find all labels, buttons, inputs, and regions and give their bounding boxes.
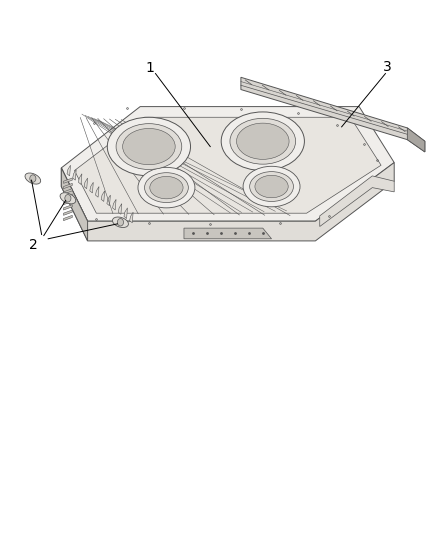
Ellipse shape xyxy=(150,176,183,199)
Polygon shape xyxy=(25,173,41,184)
Polygon shape xyxy=(61,107,394,221)
Polygon shape xyxy=(118,204,122,214)
Polygon shape xyxy=(64,189,72,194)
Polygon shape xyxy=(64,194,72,199)
Ellipse shape xyxy=(237,123,289,159)
Polygon shape xyxy=(74,117,381,213)
Ellipse shape xyxy=(243,166,300,207)
Text: 1: 1 xyxy=(146,61,155,75)
Ellipse shape xyxy=(107,117,191,176)
Ellipse shape xyxy=(123,128,175,165)
Polygon shape xyxy=(61,168,88,241)
Polygon shape xyxy=(73,169,76,180)
Polygon shape xyxy=(61,163,394,241)
Polygon shape xyxy=(64,210,72,215)
Ellipse shape xyxy=(250,172,293,201)
Polygon shape xyxy=(84,178,88,189)
Polygon shape xyxy=(64,215,72,221)
Polygon shape xyxy=(101,191,105,201)
Circle shape xyxy=(117,219,124,226)
Ellipse shape xyxy=(145,173,188,203)
Polygon shape xyxy=(64,199,72,205)
Polygon shape xyxy=(113,217,128,228)
Ellipse shape xyxy=(138,167,195,208)
Polygon shape xyxy=(320,176,394,227)
Polygon shape xyxy=(64,183,72,189)
Polygon shape xyxy=(78,174,82,184)
Ellipse shape xyxy=(255,175,288,198)
Polygon shape xyxy=(64,178,72,183)
Polygon shape xyxy=(241,77,425,152)
Ellipse shape xyxy=(221,112,304,171)
Polygon shape xyxy=(124,208,127,219)
Ellipse shape xyxy=(230,118,296,164)
Text: 3: 3 xyxy=(383,60,392,74)
Circle shape xyxy=(65,195,71,202)
Polygon shape xyxy=(95,187,99,197)
Circle shape xyxy=(30,175,36,182)
Polygon shape xyxy=(64,205,72,210)
Ellipse shape xyxy=(116,124,182,169)
Polygon shape xyxy=(184,228,272,239)
Polygon shape xyxy=(60,193,76,204)
Polygon shape xyxy=(90,182,93,193)
Polygon shape xyxy=(67,165,71,176)
Text: 2: 2 xyxy=(29,238,38,252)
Polygon shape xyxy=(107,195,110,206)
Polygon shape xyxy=(130,212,133,223)
Polygon shape xyxy=(113,199,116,210)
Polygon shape xyxy=(407,128,425,152)
